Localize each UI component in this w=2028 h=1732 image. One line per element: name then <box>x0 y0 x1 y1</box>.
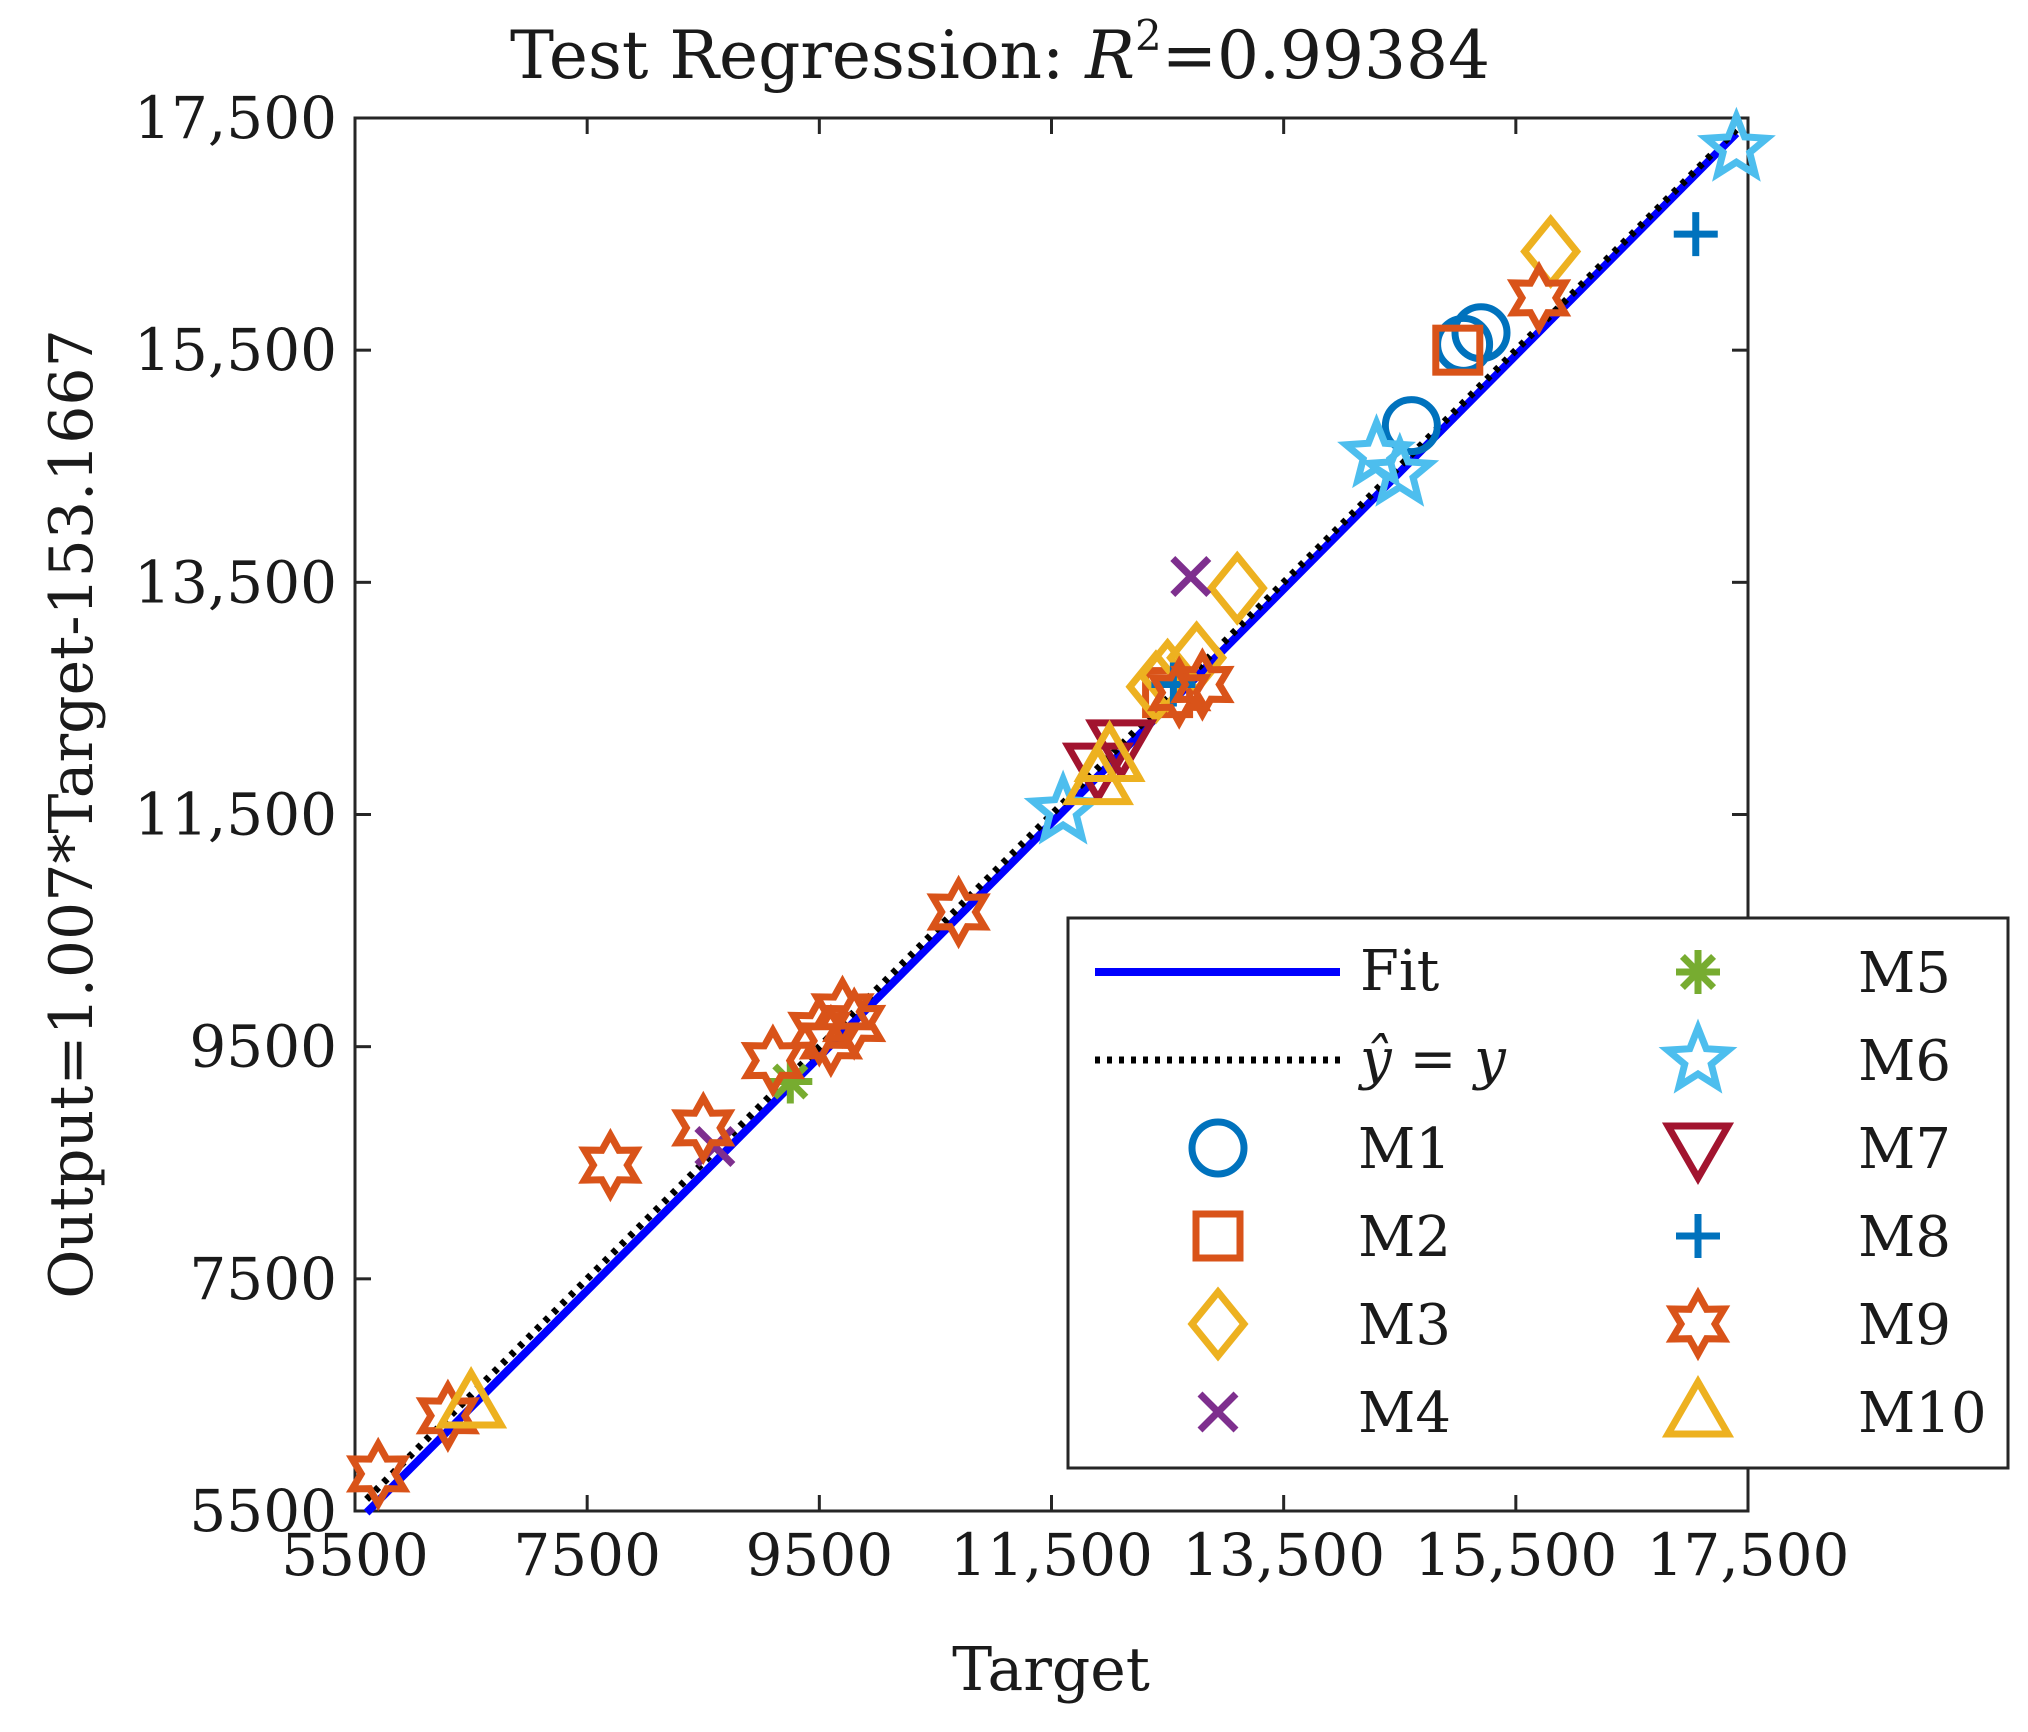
legend-marker-m10 <box>1661 1374 1735 1438</box>
axis-ticks <box>353 116 1750 1513</box>
legend-identity-label: ŷ = y <box>1357 1027 1507 1092</box>
data-markers <box>345 106 1776 1512</box>
legend-marker-m5 <box>1676 950 1720 994</box>
legend-label-m4: M4 <box>1358 1381 1451 1446</box>
x-tick-label: 11,500 <box>950 1521 1153 1589</box>
y-tick-label: 9500 <box>189 1013 337 1081</box>
marker-m10 <box>1073 719 1146 782</box>
x-tick-label: 7500 <box>513 1521 661 1589</box>
chart-title: Test Regression: R2=0.99384 <box>510 11 1490 94</box>
marker-m9 <box>787 993 852 1068</box>
legend-marker-m7 <box>1661 1122 1735 1186</box>
marker-m9 <box>926 874 991 950</box>
x-tick-label: 5500 <box>281 1521 429 1589</box>
marker-m9 <box>1506 260 1572 336</box>
marker-m9 <box>671 1090 736 1166</box>
y-tick-label: 17,500 <box>134 84 337 152</box>
legend-label-m9: M9 <box>1858 1293 1951 1358</box>
legend-marker-m1 <box>1188 1118 1248 1178</box>
marker-m9 <box>810 974 875 1049</box>
marker-m9 <box>415 1378 481 1454</box>
marker-m10 <box>435 1366 508 1429</box>
x-tick-label: 13,500 <box>1182 1521 1385 1589</box>
legend-fit-label: Fit <box>1360 939 1440 1004</box>
marker-m9 <box>821 986 887 1061</box>
marker-m1 <box>1381 396 1441 456</box>
legend-label-m6: M6 <box>1858 1029 1951 1094</box>
legend-label-m1: M1 <box>1358 1117 1451 1182</box>
legend-box <box>1066 916 2010 1470</box>
marker-m3 <box>1206 550 1268 626</box>
legend-marker-m4 <box>1197 1391 1239 1433</box>
marker-m9 <box>1146 655 1212 730</box>
y-tick-labels: 5500 7500 9500 11,500 13,500 15,500 17,500 <box>134 84 337 1545</box>
legend-label-m5: M5 <box>1858 941 1951 1006</box>
x-axis-label: Target <box>952 1635 1150 1705</box>
y-tick-label: 13,500 <box>134 548 337 616</box>
legend-marker-m2 <box>1192 1210 1244 1262</box>
y-tick-label: 5500 <box>189 1477 337 1545</box>
marker-m9 <box>578 1127 643 1203</box>
marker-m8 <box>1673 212 1718 257</box>
y-axis-label: Output=1.007*Target-153.1667 <box>37 329 107 1299</box>
y-tick-label: 15,500 <box>134 316 337 384</box>
x-tick-label: 17,500 <box>1647 1521 1850 1589</box>
legend-marker-m8 <box>1676 1214 1720 1258</box>
legend-marker-m3 <box>1187 1286 1249 1362</box>
marker-m4 <box>1170 556 1212 598</box>
y-tick-label: 11,500 <box>134 781 337 849</box>
marker-m2 <box>1432 324 1484 376</box>
legend-label-m7: M7 <box>1858 1117 1951 1182</box>
marker-m9 <box>798 1003 864 1079</box>
marker-m6 <box>1360 431 1440 507</box>
x-tick-labels: 5500 7500 9500 11,500 13,500 15,500 17,500 <box>281 1521 1849 1589</box>
legend-marker-m9 <box>1665 1286 1731 1362</box>
legend-label-m2: M2 <box>1358 1205 1451 1270</box>
x-tick-label: 9500 <box>746 1521 894 1589</box>
legend-label-m8: M8 <box>1858 1205 1951 1270</box>
marker-m6 <box>1696 106 1776 182</box>
legend-marker-m6 <box>1658 1018 1738 1094</box>
marker-m9 <box>1170 647 1235 722</box>
legend-label-m10: M10 <box>1858 1381 1987 1446</box>
fit-line <box>363 130 1740 1516</box>
x-tick-label: 15,500 <box>1414 1521 1617 1589</box>
marker-m9 <box>345 1436 411 1512</box>
legend-label-m3: M3 <box>1358 1293 1451 1358</box>
legend: Fit ŷ = y M1 M2 M3 M4 M5 M6 M7 M8 M9 M10 <box>1066 916 2010 1470</box>
y-tick-label: 7500 <box>189 1245 337 1313</box>
